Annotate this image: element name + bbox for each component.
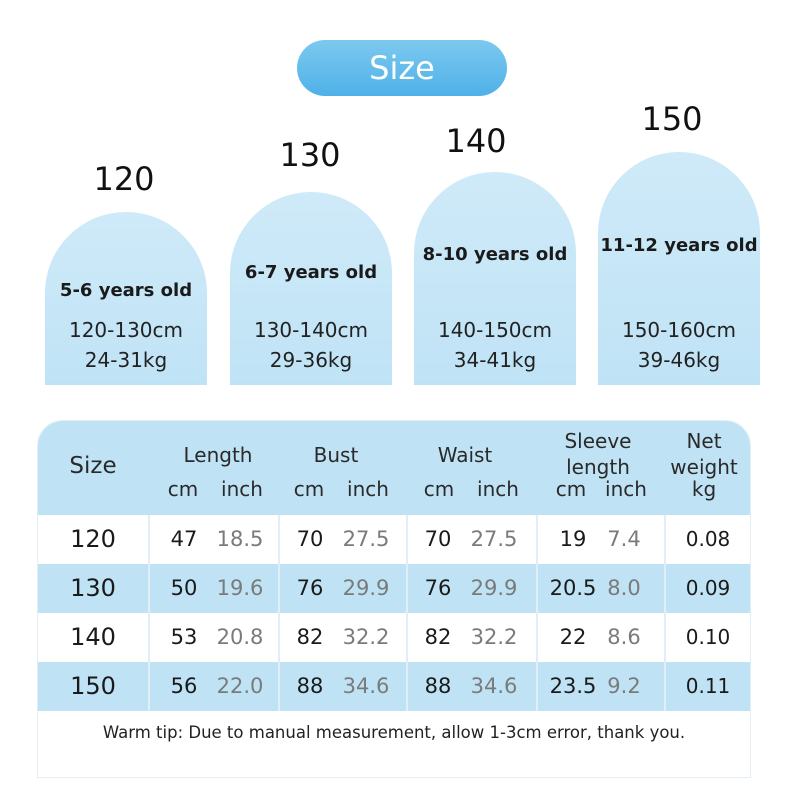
row-net-kg: 0.08 [685, 527, 731, 551]
header-sleeve-cm: cm [555, 477, 587, 501]
header-bust-inch: inch [347, 477, 389, 501]
row-sleeve-inch: 8.0 [607, 576, 641, 600]
row-bust-inch: 27.5 [342, 527, 390, 551]
card-height-range: 150-160cm [621, 318, 737, 342]
row-net-kg: 0.09 [685, 576, 731, 600]
row-waist-inch: 29.9 [470, 576, 518, 600]
table-row: 140 53 20.8 82 32.2 82 32.2 22 8.6 0.10 [38, 613, 750, 662]
row-length-inch: 18.5 [216, 527, 264, 551]
table-row: 120 47 18.5 70 27.5 70 27.5 19 7.4 0.08 [38, 515, 750, 564]
row-sleeve-cm: 23.5 [549, 674, 597, 698]
header-length-inch: inch [221, 477, 263, 501]
header-sleeve-inch: inch [605, 477, 647, 501]
row-length-cm: 47 [170, 527, 198, 551]
row-waist-cm: 82 [424, 625, 452, 649]
row-sleeve-cm: 19 [559, 527, 587, 551]
card-height-range: 140-150cm [437, 318, 553, 342]
row-bust-inch: 29.9 [342, 576, 390, 600]
row-length-cm: 56 [170, 674, 198, 698]
card-size-label-120: 120 [93, 160, 155, 198]
row-bust-cm: 70 [296, 527, 324, 551]
header-bust: Bust [313, 443, 359, 467]
row-waist-cm: 88 [424, 674, 452, 698]
header-sleeve: Sleeve [564, 429, 632, 453]
header-net-kg: kg [691, 477, 717, 501]
row-net-kg: 0.11 [685, 674, 731, 698]
row-net-kg: 0.10 [685, 625, 731, 649]
header-net-weight: weight [670, 455, 738, 479]
column-divider [536, 515, 538, 711]
row-bust-cm: 82 [296, 625, 324, 649]
row-bust-inch: 32.2 [342, 625, 390, 649]
card-age: 8-10 years old [422, 244, 568, 265]
warm-tip: Warm tip: Due to manual measurement, all… [102, 723, 686, 742]
row-size: 140 [70, 623, 116, 651]
card-age: 5-6 years old [59, 280, 193, 301]
size-card-120: 5-6 years old 120-130cm 24-31kg [45, 212, 207, 385]
table-row: 150 56 22.0 88 34.6 88 34.6 23.5 9.2 0.1… [38, 662, 750, 711]
column-divider [278, 515, 280, 711]
header-length-cm: cm [167, 477, 199, 501]
card-age: 6-7 years old [244, 262, 378, 283]
row-size: 130 [70, 574, 116, 602]
card-size-label-130: 130 [279, 136, 341, 174]
card-height-range: 120-130cm [68, 318, 184, 342]
column-divider [664, 515, 666, 711]
row-bust-cm: 76 [296, 576, 324, 600]
row-sleeve-inch: 9.2 [607, 674, 641, 698]
column-divider [148, 515, 150, 711]
size-card-140: 8-10 years old 140-150cm 34-41kg [414, 172, 576, 385]
column-divider [406, 515, 408, 711]
card-height-range: 130-140cm [253, 318, 369, 342]
header-waist-inch: inch [477, 477, 519, 501]
row-waist-cm: 76 [424, 576, 452, 600]
table-header: Size Length cm inch Bust cm inch Waist c… [38, 421, 750, 515]
card-size-label-140: 140 [445, 122, 507, 160]
size-card-130: 6-7 years old 130-140cm 29-36kg [230, 192, 392, 385]
row-length-cm: 53 [170, 625, 198, 649]
card-weight-range: 24-31kg [84, 348, 168, 372]
header-waist-cm: cm [423, 477, 455, 501]
header-length: Length [183, 443, 253, 467]
row-waist-inch: 27.5 [470, 527, 518, 551]
header-net: Net [686, 429, 722, 453]
size-chart-table: Size Length cm inch Bust cm inch Waist c… [37, 420, 751, 778]
row-length-inch: 19.6 [216, 576, 264, 600]
size-title-pill: Size [297, 40, 507, 96]
row-length-cm: 50 [170, 576, 198, 600]
row-sleeve-inch: 7.4 [607, 527, 641, 551]
row-length-inch: 20.8 [216, 625, 264, 649]
header-bust-cm: cm [293, 477, 325, 501]
size-title: Size [369, 49, 435, 87]
header-sleeve-length: length [566, 455, 630, 479]
header-size: Size [69, 453, 117, 479]
row-size: 120 [70, 525, 116, 553]
row-waist-inch: 34.6 [470, 674, 518, 698]
row-size: 150 [70, 672, 116, 700]
header-waist: Waist [437, 443, 493, 467]
size-card-150: 11-12 years old 150-160cm 39-46kg [598, 152, 760, 385]
table-row: 130 50 19.6 76 29.9 76 29.9 20.5 8.0 0.0… [38, 564, 750, 613]
card-weight-range: 34-41kg [453, 348, 537, 372]
row-sleeve-cm: 20.5 [549, 576, 597, 600]
row-bust-cm: 88 [296, 674, 324, 698]
row-bust-inch: 34.6 [342, 674, 390, 698]
row-sleeve-inch: 8.6 [607, 625, 641, 649]
card-weight-range: 39-46kg [637, 348, 721, 372]
card-weight-range: 29-36kg [269, 348, 353, 372]
row-waist-cm: 70 [424, 527, 452, 551]
row-sleeve-cm: 22 [559, 625, 587, 649]
card-size-label-150: 150 [641, 100, 703, 138]
card-age: 11-12 years old [600, 235, 758, 256]
row-length-inch: 22.0 [216, 674, 264, 698]
row-waist-inch: 32.2 [470, 625, 518, 649]
